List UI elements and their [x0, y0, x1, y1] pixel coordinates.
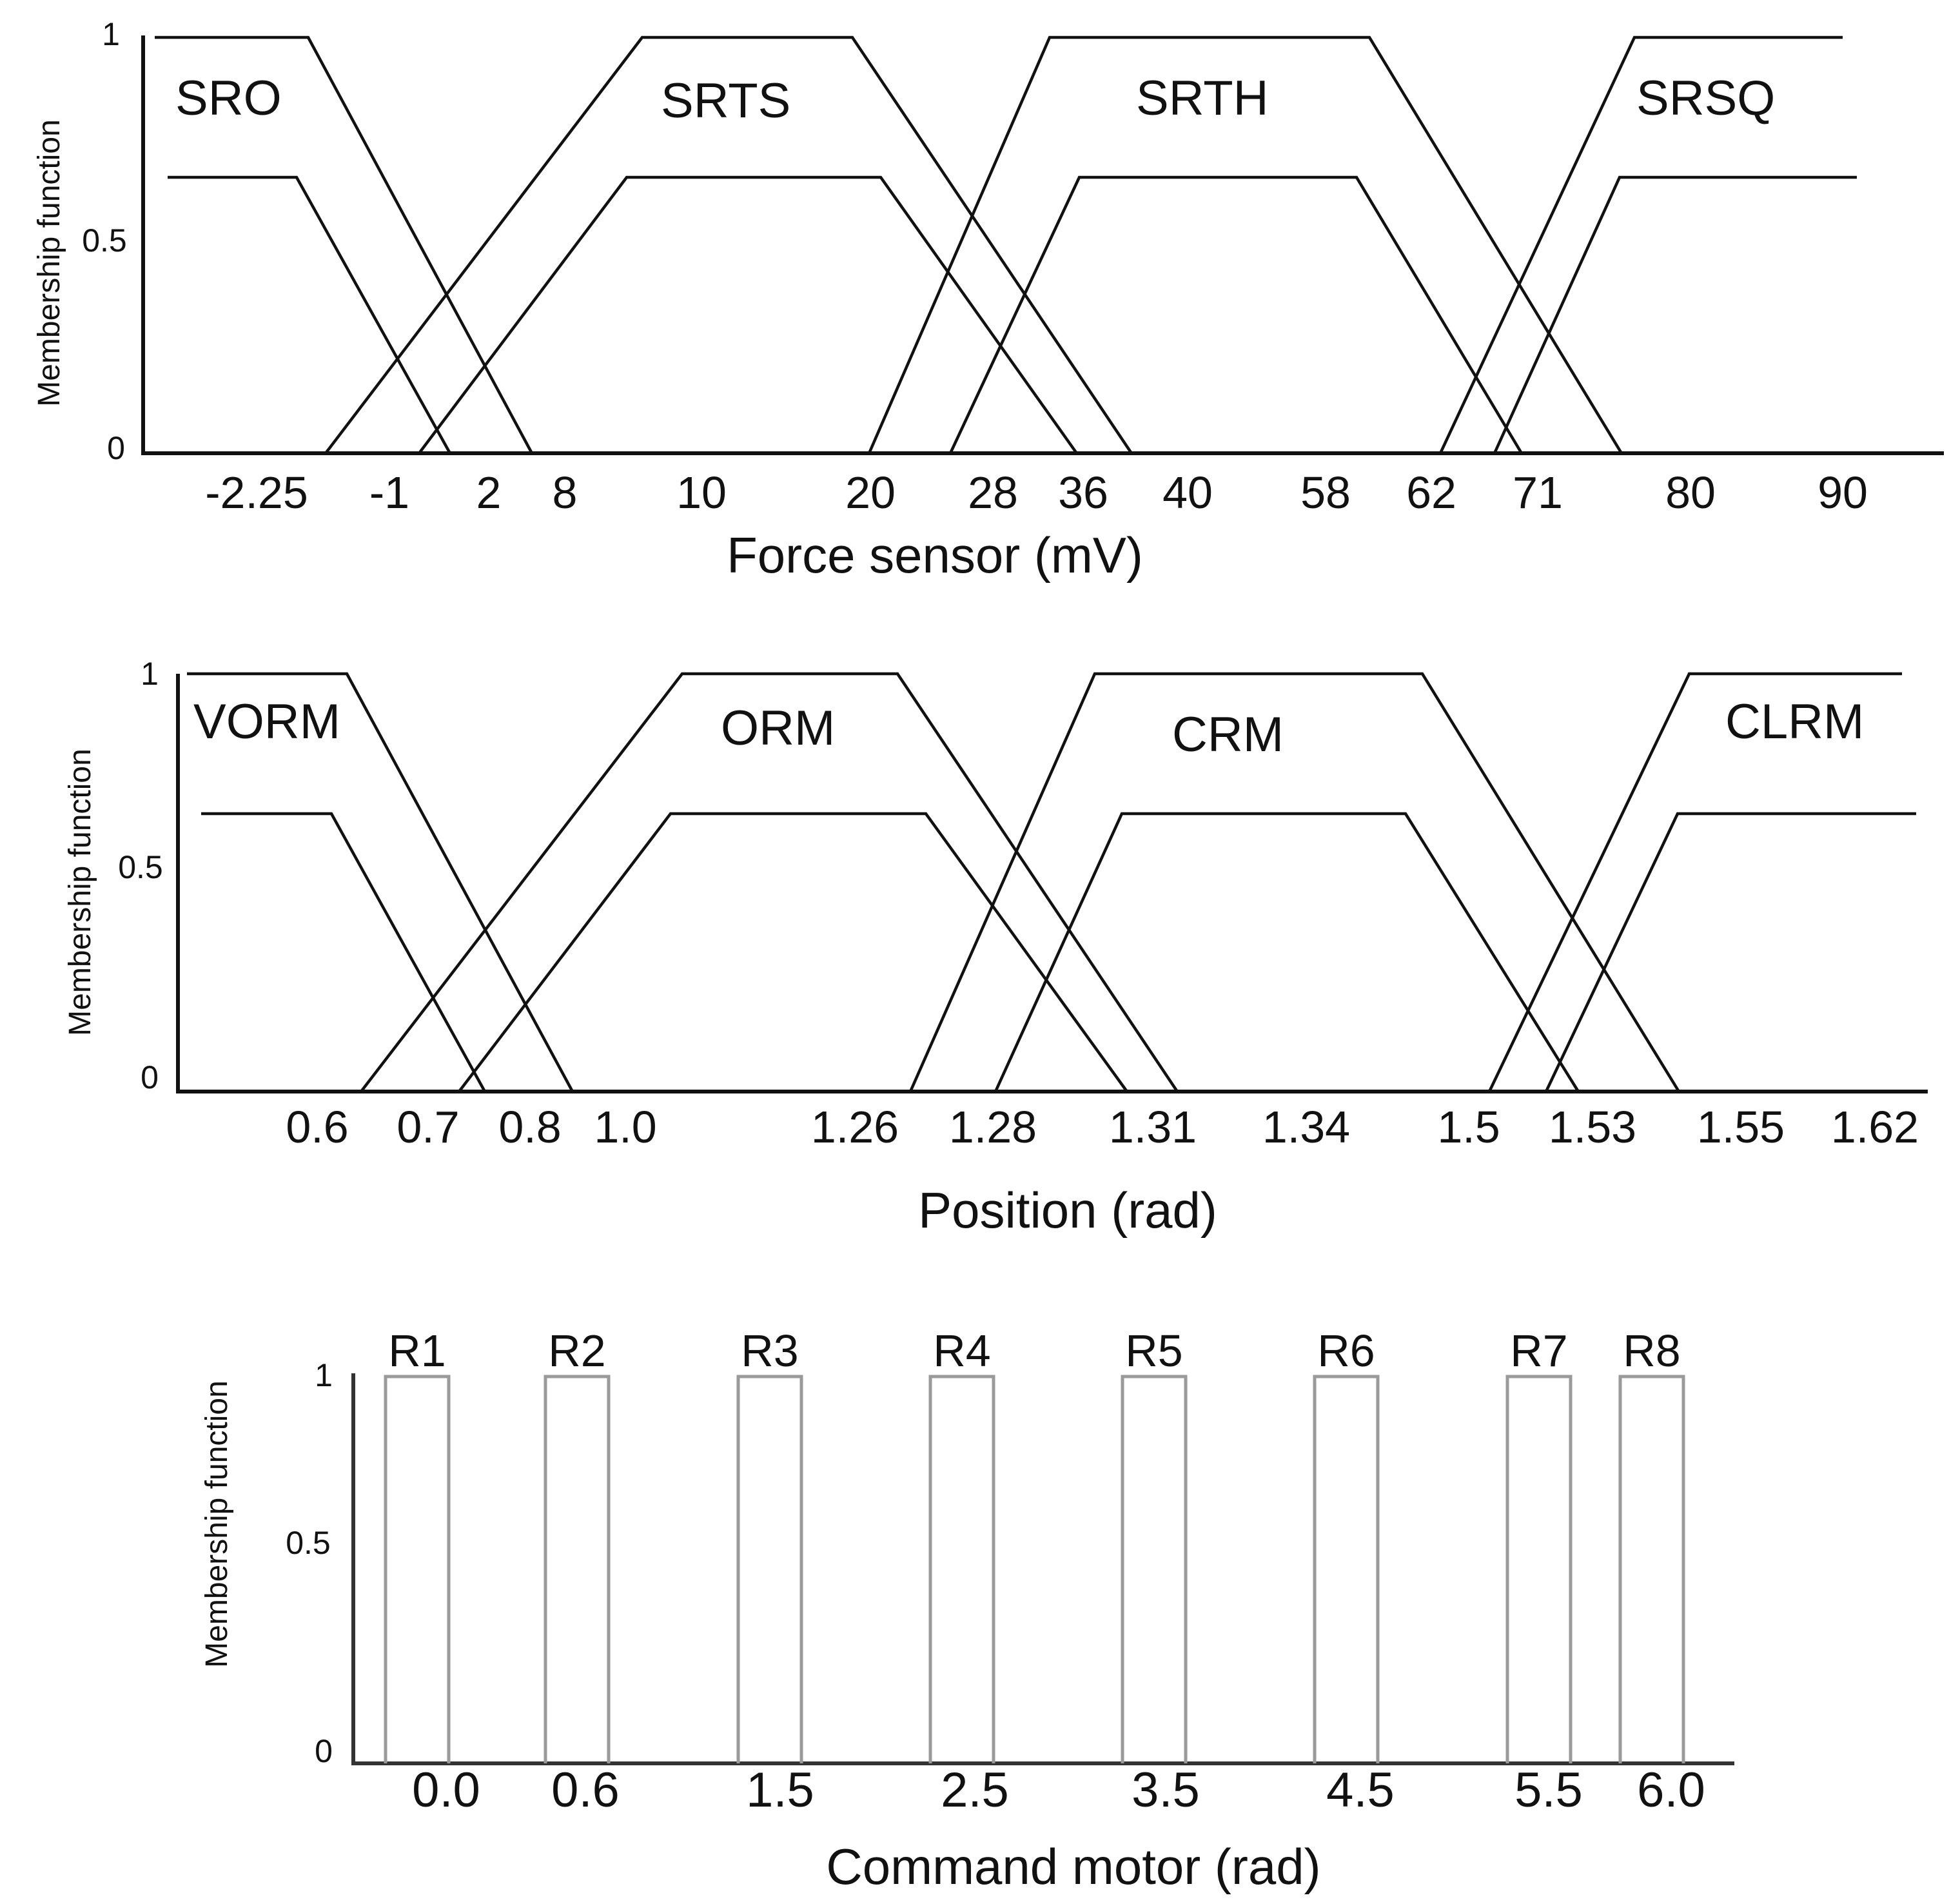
force-xtick: 58 [1300, 467, 1351, 518]
motor-ylabel: Membership function [200, 1380, 234, 1668]
force-xtick: 90 [1818, 467, 1868, 518]
force-xtick: 10 [676, 467, 727, 518]
position-xtick: 0.8 [498, 1102, 561, 1152]
position-xtick: 0.7 [397, 1102, 459, 1152]
srsq-label: SRSQ [1636, 71, 1775, 126]
orm-label: ORM [721, 701, 835, 756]
motor-bar-r3 [736, 1375, 803, 1763]
srsq-upper-curve [1438, 35, 1843, 454]
motor-xtick: 2.5 [941, 1763, 1009, 1818]
srts-label: SRTS [661, 74, 790, 128]
srth-lower-curve [948, 175, 1523, 455]
force-xtick: 71 [1513, 467, 1563, 518]
srts-lower-curve [418, 175, 1078, 455]
motor-bar-r2 [544, 1375, 611, 1763]
force-xtick: 80 [1665, 467, 1716, 518]
motor-bar-r7 [1505, 1375, 1573, 1763]
motor-xtick: 4.5 [1326, 1763, 1395, 1818]
srth-label: SRTH [1136, 71, 1269, 126]
position-ytick-0: 0 [141, 1059, 159, 1095]
clrm-lower-curve [1544, 812, 1916, 1092]
force-xlabel: Force sensor (mV) [727, 527, 1143, 583]
motor-bar-labels: R1 R2 R3 R4 R5 R6 R7 R8 [388, 1326, 1680, 1376]
position-xtick: 1.0 [594, 1102, 656, 1152]
position-ytick-1: 1 [141, 656, 159, 692]
motor-xtick: 3.5 [1132, 1763, 1200, 1818]
motor-bar-label: R3 [741, 1326, 798, 1376]
motor-xticks: 0.0 0.6 1.5 2.5 3.5 4.5 5.5 6.0 [412, 1763, 1705, 1818]
position-xtick: 1.62 [1831, 1102, 1919, 1152]
force-ytick-1: 1 [102, 16, 120, 52]
force-xtick: -1 [369, 467, 409, 518]
vorm-label: VORM [193, 694, 340, 749]
crm-upper-curve [908, 672, 1680, 1093]
force-xtick: 62 [1406, 467, 1456, 518]
srth-upper-curve [867, 35, 1623, 455]
motor-bar-r4 [928, 1375, 995, 1763]
crm-label: CRM [1172, 707, 1284, 762]
force-xticks: -2.25 -1 2 8 10 20 28 36 40 58 62 71 80 … [205, 467, 1868, 518]
force-xtick: 8 [553, 467, 578, 518]
position-chart: 1 0.5 0 Membership function VORM ORM CRM… [63, 656, 1928, 1239]
force-xtick: 2 [476, 467, 502, 518]
crm-lower-curve [994, 812, 1580, 1093]
position-xtick: 1.5 [1437, 1102, 1500, 1152]
motor-bar-label: R1 [388, 1326, 446, 1376]
sro-upper-curve [155, 35, 533, 455]
force-ytick-0: 0 [107, 430, 125, 466]
motor-xlabel: Command motor (rad) [826, 1838, 1320, 1895]
motor-ytick-0: 0 [315, 1733, 333, 1769]
sro-label: SRO [175, 71, 282, 126]
orm-lower-curve [458, 812, 1128, 1093]
position-ytick-0.5: 0.5 [118, 849, 163, 885]
command-motor-chart: 1 0.5 0 Membership function R1 R2 R3 R4 R5 R6… [200, 1326, 1734, 1895]
force-xtick: -2.25 [205, 467, 308, 518]
motor-bar-r8 [1618, 1375, 1685, 1763]
force-sensor-chart: 1 0.5 0 Membership function SRO SRTS SRT… [32, 16, 1944, 583]
position-ylabel: Membership function [63, 749, 97, 1036]
position-xticks: 0.6 0.7 0.8 1.0 1.26 1.28 1.31 1.34 1.5 … [286, 1102, 1919, 1152]
motor-xtick: 0.0 [412, 1763, 480, 1818]
position-xtick: 1.34 [1262, 1102, 1350, 1152]
clrm-upper-curve [1487, 672, 1902, 1092]
srsq-lower-curve [1493, 175, 1857, 454]
force-xtick: 36 [1058, 467, 1108, 518]
sro-lower-curve [168, 175, 451, 455]
position-xtick: 1.55 [1697, 1102, 1785, 1152]
motor-ytick-1: 1 [315, 1357, 333, 1393]
motor-ytick-0.5: 0.5 [286, 1525, 331, 1561]
position-xtick: 1.53 [1549, 1102, 1636, 1152]
motor-bar-r1 [384, 1375, 451, 1763]
motor-xtick: 5.5 [1514, 1763, 1583, 1818]
motor-xtick: 6.0 [1637, 1763, 1705, 1818]
force-ytick-0.5: 0.5 [82, 222, 127, 259]
vorm-lower-curve [201, 812, 486, 1093]
position-xlabel: Position (rad) [918, 1182, 1217, 1239]
force-xtick: 20 [845, 467, 896, 518]
motor-bar-label: R4 [933, 1326, 990, 1376]
srts-upper-curve [324, 35, 1133, 455]
force-ylabel: Membership function [32, 119, 66, 407]
position-xtick: 0.6 [286, 1102, 348, 1152]
force-xtick: 40 [1162, 467, 1213, 518]
motor-bar-label: R8 [1623, 1326, 1680, 1376]
clrm-label: CLRM [1725, 694, 1864, 749]
motor-bar-r5 [1121, 1375, 1188, 1763]
motor-bar-label: R7 [1510, 1326, 1567, 1376]
motor-bar-label: R2 [548, 1326, 605, 1376]
motor-bar-label: R5 [1125, 1326, 1182, 1376]
position-xtick: 1.31 [1109, 1102, 1197, 1152]
motor-xtick: 0.6 [551, 1763, 620, 1818]
motor-bars [384, 1375, 1685, 1763]
motor-xtick: 1.5 [746, 1763, 814, 1818]
force-xtick: 28 [968, 467, 1018, 518]
motor-bar-label: R6 [1317, 1326, 1375, 1376]
orm-upper-curve [360, 672, 1179, 1093]
vorm-upper-curve [187, 672, 574, 1093]
position-xtick: 1.28 [949, 1102, 1037, 1152]
position-xtick: 1.26 [811, 1102, 899, 1152]
motor-bar-r6 [1313, 1375, 1380, 1763]
